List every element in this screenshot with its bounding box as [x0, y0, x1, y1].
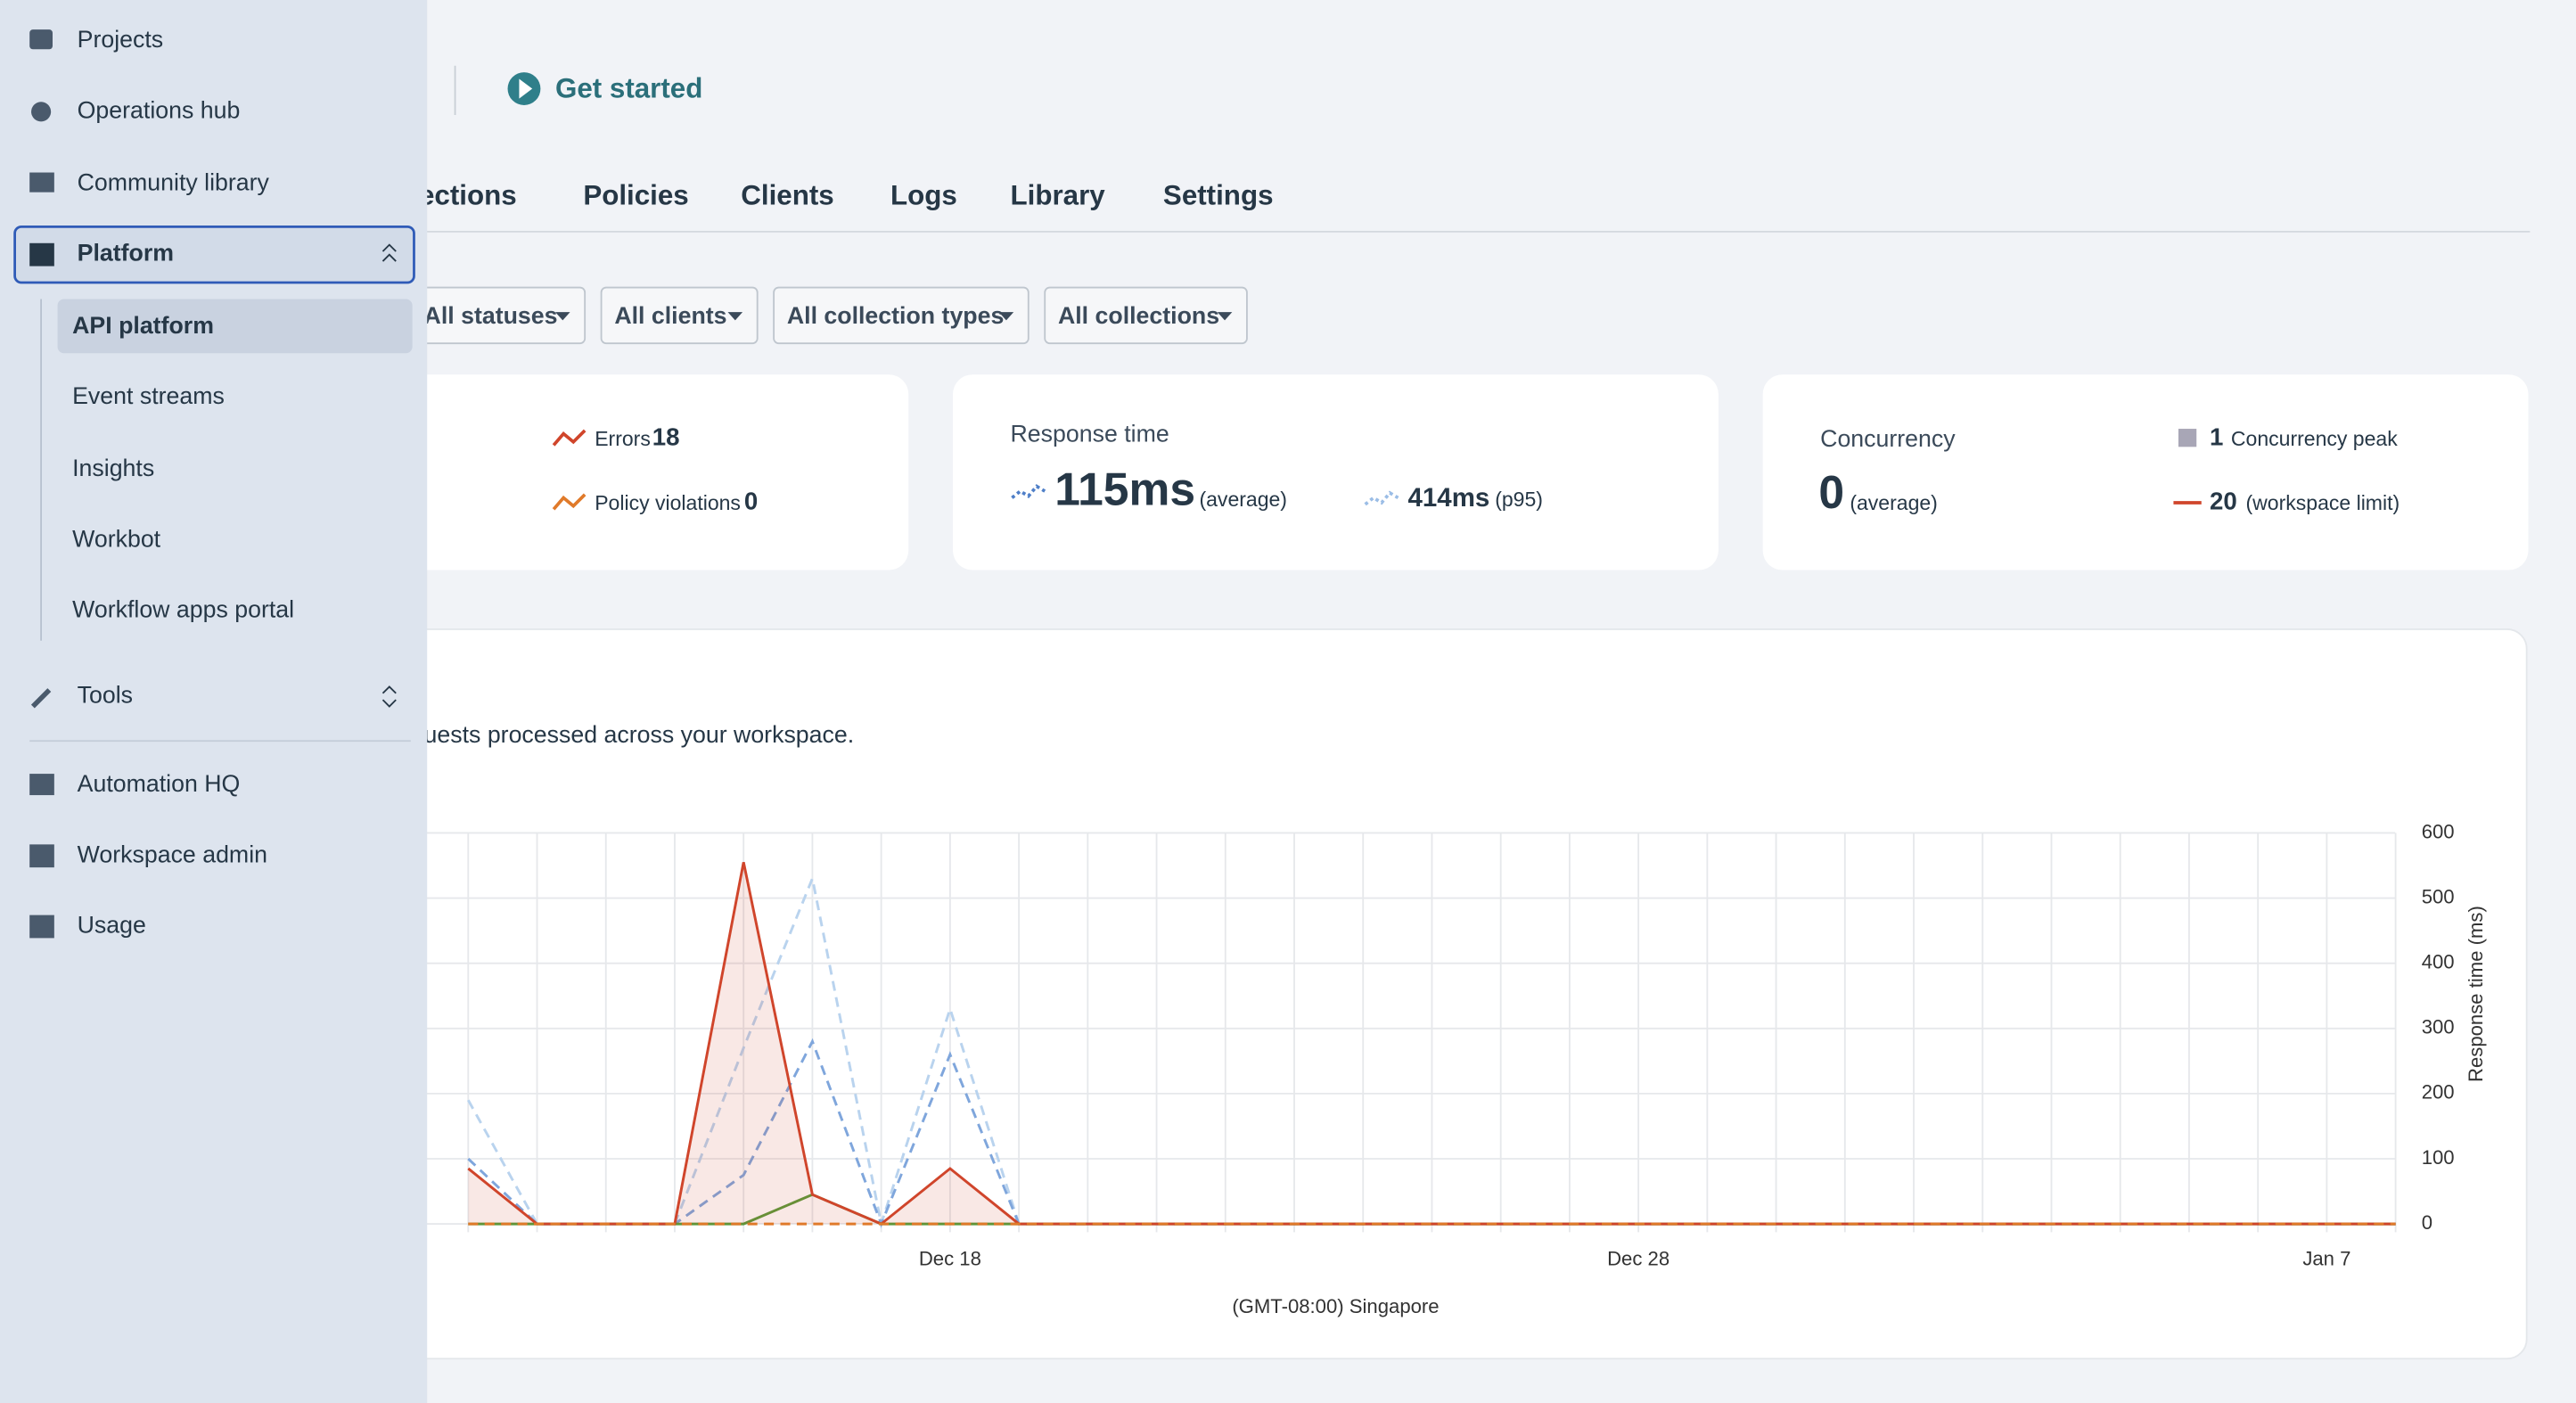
filter-box[interactable]	[600, 286, 759, 345]
card-title: Response time	[1011, 420, 1169, 447]
chevron	[381, 685, 397, 708]
tab[interactable]: Policies	[583, 179, 688, 210]
peak-icon	[2178, 429, 2197, 447]
chart: Dec 18 Dec 28 Jan 7 0 100 200 300 400 500 600 (GMT…	[394, 820, 2487, 1317]
x-axis-label: (GMT-08:00) Singapore	[1232, 1295, 1439, 1317]
response-card: Response time 115ms (average) 414ms (p95…	[953, 374, 1719, 570]
tab[interactable]: Library	[1011, 179, 1106, 210]
card	[1762, 374, 2529, 570]
policy-label: Policy violations	[595, 491, 741, 514]
y2-tick-label: 500	[2422, 885, 2455, 907]
series-line	[467, 862, 2396, 1226]
p95-value: 414ms	[1408, 483, 1490, 513]
filter-label[interactable]: All collections	[1058, 302, 1219, 329]
caret	[1217, 312, 1233, 321]
sub-item[interactable]: Workflow apps portal	[72, 596, 294, 623]
sub-item[interactable]: Event streams	[72, 382, 225, 409]
peak-value: 1	[2210, 423, 2223, 450]
sidebar: Projects Operations hub Community librar…	[0, 0, 428, 1403]
caret	[998, 312, 1014, 321]
card	[328, 374, 909, 570]
icon	[31, 102, 52, 122]
nav-selected[interactable]	[13, 225, 415, 284]
avg-label: (average)	[1199, 488, 1287, 511]
get-started-label[interactable]: Get started	[555, 73, 702, 104]
caret	[554, 312, 570, 321]
sub-item[interactable]: Insights	[72, 455, 154, 481]
y2-tick-label: 0	[2422, 1211, 2432, 1234]
filter-label[interactable]: All collection types	[787, 302, 1005, 329]
errors-label: Errors	[595, 427, 651, 450]
activity-card: Errors 18 Policy violations 0	[328, 374, 909, 570]
nav-item[interactable]: Usage	[78, 912, 146, 939]
chart-subtitle: uests processed across your workspace.	[424, 721, 855, 748]
nav-item[interactable]: Projects	[78, 26, 164, 53]
card-title: Concurrency	[1820, 425, 1956, 452]
y2-tick-label: 600	[2422, 820, 2455, 842]
sub-selected	[57, 299, 413, 354]
avg-value: 0	[1818, 466, 1844, 518]
p95-icon	[1364, 490, 1399, 506]
nav-item[interactable]: Tools	[78, 682, 133, 709]
filter-label[interactable]: All statuses	[424, 302, 558, 329]
icon	[29, 774, 54, 796]
y2-tick-label: 400	[2422, 951, 2455, 973]
play-glyph	[519, 78, 533, 99]
sub-item[interactable]: API platform	[72, 312, 214, 339]
policy-icon	[552, 493, 587, 511]
filter-label[interactable]: All clients	[614, 302, 726, 329]
concurrency-card: Concurrency 0 (average) 1 Concurrency pe…	[1762, 374, 2529, 570]
peak-label: Concurrency peak	[2231, 427, 2398, 450]
filters: All statuses All clients All collection …	[377, 286, 1248, 345]
errors-icon	[552, 429, 587, 447]
nav-item[interactable]: Operations hub	[78, 96, 241, 123]
icon	[30, 688, 52, 709]
icon	[29, 844, 54, 868]
filter-box[interactable]	[1044, 286, 1248, 345]
chevron	[381, 243, 397, 262]
x-tick-label: Dec 28	[1607, 1247, 1669, 1269]
nav-item[interactable]: Community library	[78, 168, 270, 195]
nav-item[interactable]: Automation HQ	[78, 770, 241, 797]
avg-value: 115ms	[1054, 464, 1195, 515]
nav-item[interactable]: Platform	[78, 240, 174, 267]
nav-item[interactable]: Workspace admin	[78, 841, 267, 867]
icon	[29, 172, 54, 193]
x-tick-label: Jan 7	[2302, 1247, 2350, 1269]
sub-item[interactable]: Workbot	[72, 525, 161, 552]
p95-label: (p95)	[1495, 488, 1543, 511]
caret	[727, 312, 743, 321]
y2-axis-label: Response time (ms)	[2465, 906, 2487, 1082]
limit-value: 20	[2210, 487, 2237, 514]
errors-value: 18	[652, 423, 680, 450]
tab[interactable]: Settings	[1163, 179, 1274, 210]
avg-icon	[1011, 484, 1046, 499]
icon	[29, 29, 53, 50]
get-started[interactable]: Get started	[507, 72, 703, 105]
avg-label: (average)	[1850, 491, 1938, 514]
x-tick-label: Dec 18	[919, 1247, 981, 1269]
tab[interactable]: Clients	[741, 179, 833, 210]
icon	[29, 242, 54, 267]
tab[interactable]: ections	[419, 179, 517, 210]
y2-tick-label: 200	[2422, 1081, 2455, 1104]
filter-box[interactable]	[773, 286, 1030, 345]
sidebar-bg	[0, 0, 428, 1403]
icon	[29, 915, 54, 939]
y2-tick-label: 300	[2422, 1016, 2455, 1038]
policy-value: 0	[744, 487, 758, 514]
y2-tick-label: 100	[2422, 1146, 2455, 1169]
tab[interactable]: Logs	[890, 179, 957, 210]
card	[953, 374, 1719, 570]
limit-label: (workspace limit)	[2246, 491, 2400, 514]
